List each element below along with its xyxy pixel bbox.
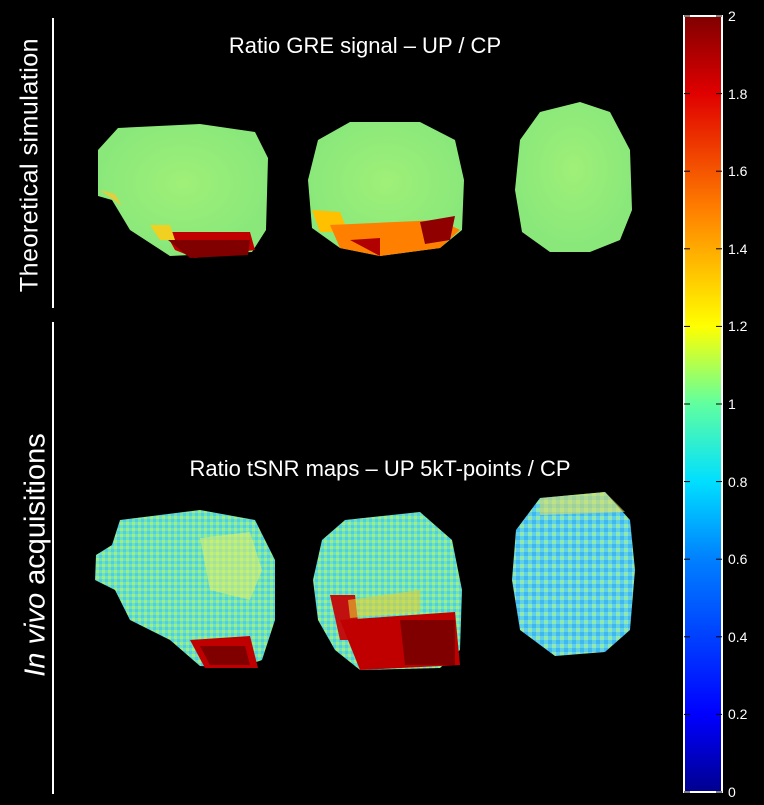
- invivo-map-sagittal: [95, 510, 275, 668]
- colorbar-tick-label: 1: [728, 396, 736, 412]
- invivo-map-axial: [512, 492, 635, 656]
- sim-map-sagittal: [98, 124, 268, 258]
- title-simulation: Ratio GRE signal – UP / CP: [228, 33, 502, 58]
- colorbar-tick-label: 0.6: [728, 551, 748, 568]
- colorbar-tick-label: 0.4: [728, 628, 748, 645]
- sim-map-axial: [515, 102, 632, 252]
- colorbar-tick-label: 1.8: [728, 85, 748, 102]
- colorbar-tick-label: 1.6: [728, 163, 748, 180]
- colorbar-tick-label: 0: [728, 784, 736, 800]
- sim-map-coronal: [308, 122, 464, 256]
- colorbar-tick-label: 1.4: [728, 240, 748, 257]
- colorbar-tick-label: 2: [728, 8, 736, 24]
- invivo-map-coronal: [313, 512, 462, 670]
- separator-top: [52, 18, 54, 308]
- colorbar: [683, 15, 723, 793]
- title-invivo: Ratio tSNR maps – UP 5kT-points / CP: [189, 456, 571, 481]
- colorbar-tick-label: 0.8: [728, 473, 748, 490]
- colorbar-tick-label: 0.2: [728, 706, 748, 723]
- colorbar-tick-label: 1.2: [728, 318, 748, 335]
- separator-bottom: [52, 322, 54, 794]
- colorbar-ticks: [684, 15, 722, 793]
